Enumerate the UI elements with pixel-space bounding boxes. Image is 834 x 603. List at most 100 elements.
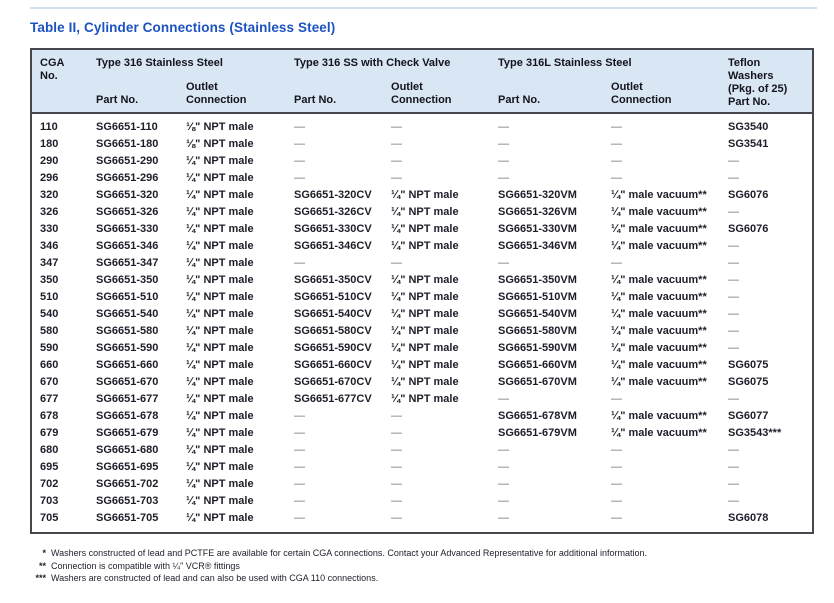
cga-cell: 590 bbox=[40, 342, 59, 354]
table-header: CGA No. Type 316 Stainless Steel Type 31… bbox=[31, 49, 814, 113]
outlet316-cell: ¼" NPT male bbox=[186, 257, 254, 269]
part316-cell: SG6651-540 bbox=[96, 308, 159, 320]
part316L-cell: — bbox=[498, 138, 510, 150]
teflon-cell: — bbox=[728, 342, 740, 354]
part316L-cell: — bbox=[498, 512, 510, 524]
outlet316L-cell: — bbox=[611, 121, 623, 133]
outletCV-cell: — bbox=[391, 461, 403, 473]
teflon-cell: SG6078 bbox=[728, 512, 769, 524]
part316-cell: SG6651-677 bbox=[96, 393, 159, 405]
outlet316L-cell: — bbox=[611, 495, 623, 507]
outlet316-cell: ¼" NPT male bbox=[186, 325, 254, 337]
outlet316-cell: ¼" NPT male bbox=[186, 461, 254, 473]
footnote-lead-washers-cga110: *** Washers are constructed of lead and … bbox=[30, 572, 817, 585]
teflon-cell: SG6077 bbox=[728, 410, 769, 422]
partCV-cell: — bbox=[294, 461, 306, 473]
teflon-cell: — bbox=[728, 393, 740, 405]
table-row: 110 SG6651-110 ⅛" NPT male — — — — SG3540 bbox=[31, 113, 813, 136]
cga-cell: 705 bbox=[40, 512, 59, 524]
outlet316-cell: ⅛" NPT male bbox=[186, 138, 254, 150]
outlet316-cell: ¼" NPT male bbox=[186, 274, 254, 286]
partCV-cell: — bbox=[294, 444, 306, 456]
teflon-cell: — bbox=[728, 155, 740, 167]
part316L-cell: — bbox=[498, 393, 510, 405]
part316L-cell: SG6651-510VM bbox=[498, 291, 577, 303]
partCV-cell: — bbox=[294, 495, 306, 507]
part316-cell: SG6651-510 bbox=[96, 291, 159, 303]
teflon-cell: — bbox=[728, 325, 740, 337]
part316L-cell: SG6651-679VM bbox=[498, 427, 577, 439]
partCV-cell: — bbox=[294, 257, 306, 269]
part316-cell: SG6651-330 bbox=[96, 223, 159, 235]
outletCV-cell: ¼" NPT male bbox=[391, 189, 459, 201]
teflon-cell: — bbox=[728, 308, 740, 320]
outlet316L-cell: — bbox=[611, 444, 623, 456]
outletCV-cell: — bbox=[391, 121, 403, 133]
table-row: 326 SG6651-326 ¼" NPT male SG6651-326CV ¼" N… bbox=[31, 204, 813, 221]
table-row: 660 SG6651-660 ¼" NPT male SG6651-660CV ¼" N… bbox=[31, 357, 813, 374]
outlet316-cell: ¼" NPT male bbox=[186, 172, 254, 184]
part316L-cell: SG6651-320VM bbox=[498, 189, 577, 201]
outlet316L-cell: ¼" male vacuum** bbox=[611, 223, 707, 235]
partCV-cell: SG6651-320CV bbox=[294, 189, 372, 201]
outlet316-cell: ¼" NPT male bbox=[186, 376, 254, 388]
outlet316L-cell: ¼" male vacuum** bbox=[611, 240, 707, 252]
outletCV-cell: — bbox=[391, 478, 403, 490]
partCV-cell: SG6651-510CV bbox=[294, 291, 372, 303]
table-row: 705 SG6651-705 ¼" NPT male — — — — SG6078 bbox=[31, 510, 813, 533]
outlet316L-cell: ¼" male vacuum** bbox=[611, 308, 707, 320]
table-row: 350 SG6651-350 ¼" NPT male SG6651-350CV ¼" N… bbox=[31, 272, 813, 289]
table-row: 680 SG6651-680 ¼" NPT male — — — — — bbox=[31, 442, 813, 459]
partCV-cell: SG6651-346CV bbox=[294, 240, 372, 252]
table-row: 346 SG6651-346 ¼" NPT male SG6651-346CV ¼" N… bbox=[31, 238, 813, 255]
outlet316-cell: ¼" NPT male bbox=[186, 478, 254, 490]
outlet316-cell: ¼" NPT male bbox=[186, 308, 254, 320]
outlet316L-cell: — bbox=[611, 478, 623, 490]
column-header-outlet-316: Outlet Connection bbox=[186, 75, 295, 113]
partCV-cell: SG6651-660CV bbox=[294, 359, 372, 371]
outlet316L-cell: ¼" male vacuum** bbox=[611, 325, 707, 337]
table-row: 677 SG6651-677 ¼" NPT male SG6651-677CV ¼" N… bbox=[31, 391, 813, 408]
outlet316L-cell: — bbox=[611, 257, 623, 269]
footnote-washers-lead-pctfe: * Washers constructed of lead and PCTFE … bbox=[30, 547, 817, 560]
footnotes: * Washers constructed of lead and PCTFE … bbox=[30, 547, 817, 585]
column-header-part-no-316cv: Part No. bbox=[294, 75, 392, 113]
cga-cell: 695 bbox=[40, 461, 59, 473]
outlet316-cell: ¼" NPT male bbox=[186, 444, 254, 456]
part316L-cell: — bbox=[498, 444, 510, 456]
part316-cell: SG6651-320 bbox=[96, 189, 159, 201]
teflon-cell: SG6075 bbox=[728, 359, 769, 371]
outlet316-cell: ¼" NPT male bbox=[186, 427, 254, 439]
outletCV-cell: ¼" NPT male bbox=[391, 223, 459, 235]
table-row: 296 SG6651-296 ¼" NPT male — — — — — bbox=[31, 170, 813, 187]
part316L-cell: — bbox=[498, 495, 510, 507]
cga-cell: 110 bbox=[40, 121, 58, 133]
group-header-type-316: Type 316 Stainless Steel bbox=[96, 49, 295, 76]
part316-cell: SG6651-680 bbox=[96, 444, 159, 456]
outlet316L-cell: ¼" male vacuum** bbox=[611, 274, 707, 286]
outlet316L-cell: — bbox=[611, 155, 623, 167]
outlet316L-cell: — bbox=[611, 172, 623, 184]
part316L-cell: — bbox=[498, 257, 510, 269]
part316-cell: SG6651-703 bbox=[96, 495, 159, 507]
outlet316L-cell: ¼" male vacuum** bbox=[611, 427, 707, 439]
outlet316L-cell: ¼" male vacuum** bbox=[611, 342, 707, 354]
part316-cell: SG6651-678 bbox=[96, 410, 159, 422]
part316-cell: SG6651-296 bbox=[96, 172, 159, 184]
footnote-marker: *** bbox=[35, 573, 46, 583]
part316L-cell: SG6651-540VM bbox=[498, 308, 577, 320]
part316-cell: SG6651-110 bbox=[96, 121, 158, 133]
teflon-cell: SG6076 bbox=[728, 189, 769, 201]
outletCV-cell: — bbox=[391, 495, 403, 507]
outlet316-cell: ¼" NPT male bbox=[186, 393, 254, 405]
outlet316L-cell: ¼" male vacuum** bbox=[611, 410, 707, 422]
table-row: 320 SG6651-320 ¼" NPT male SG6651-320CV ¼" N… bbox=[31, 187, 813, 204]
teflon-cell: — bbox=[728, 478, 740, 490]
partCV-cell: SG6651-350CV bbox=[294, 274, 372, 286]
cga-cell: 346 bbox=[40, 240, 59, 252]
part316-cell: SG6651-326 bbox=[96, 206, 159, 218]
outlet316L-cell: — bbox=[611, 138, 623, 150]
outlet316-cell: ¼" NPT male bbox=[186, 155, 254, 167]
part316-cell: SG6651-679 bbox=[96, 427, 159, 439]
cga-cell: 326 bbox=[40, 206, 59, 218]
